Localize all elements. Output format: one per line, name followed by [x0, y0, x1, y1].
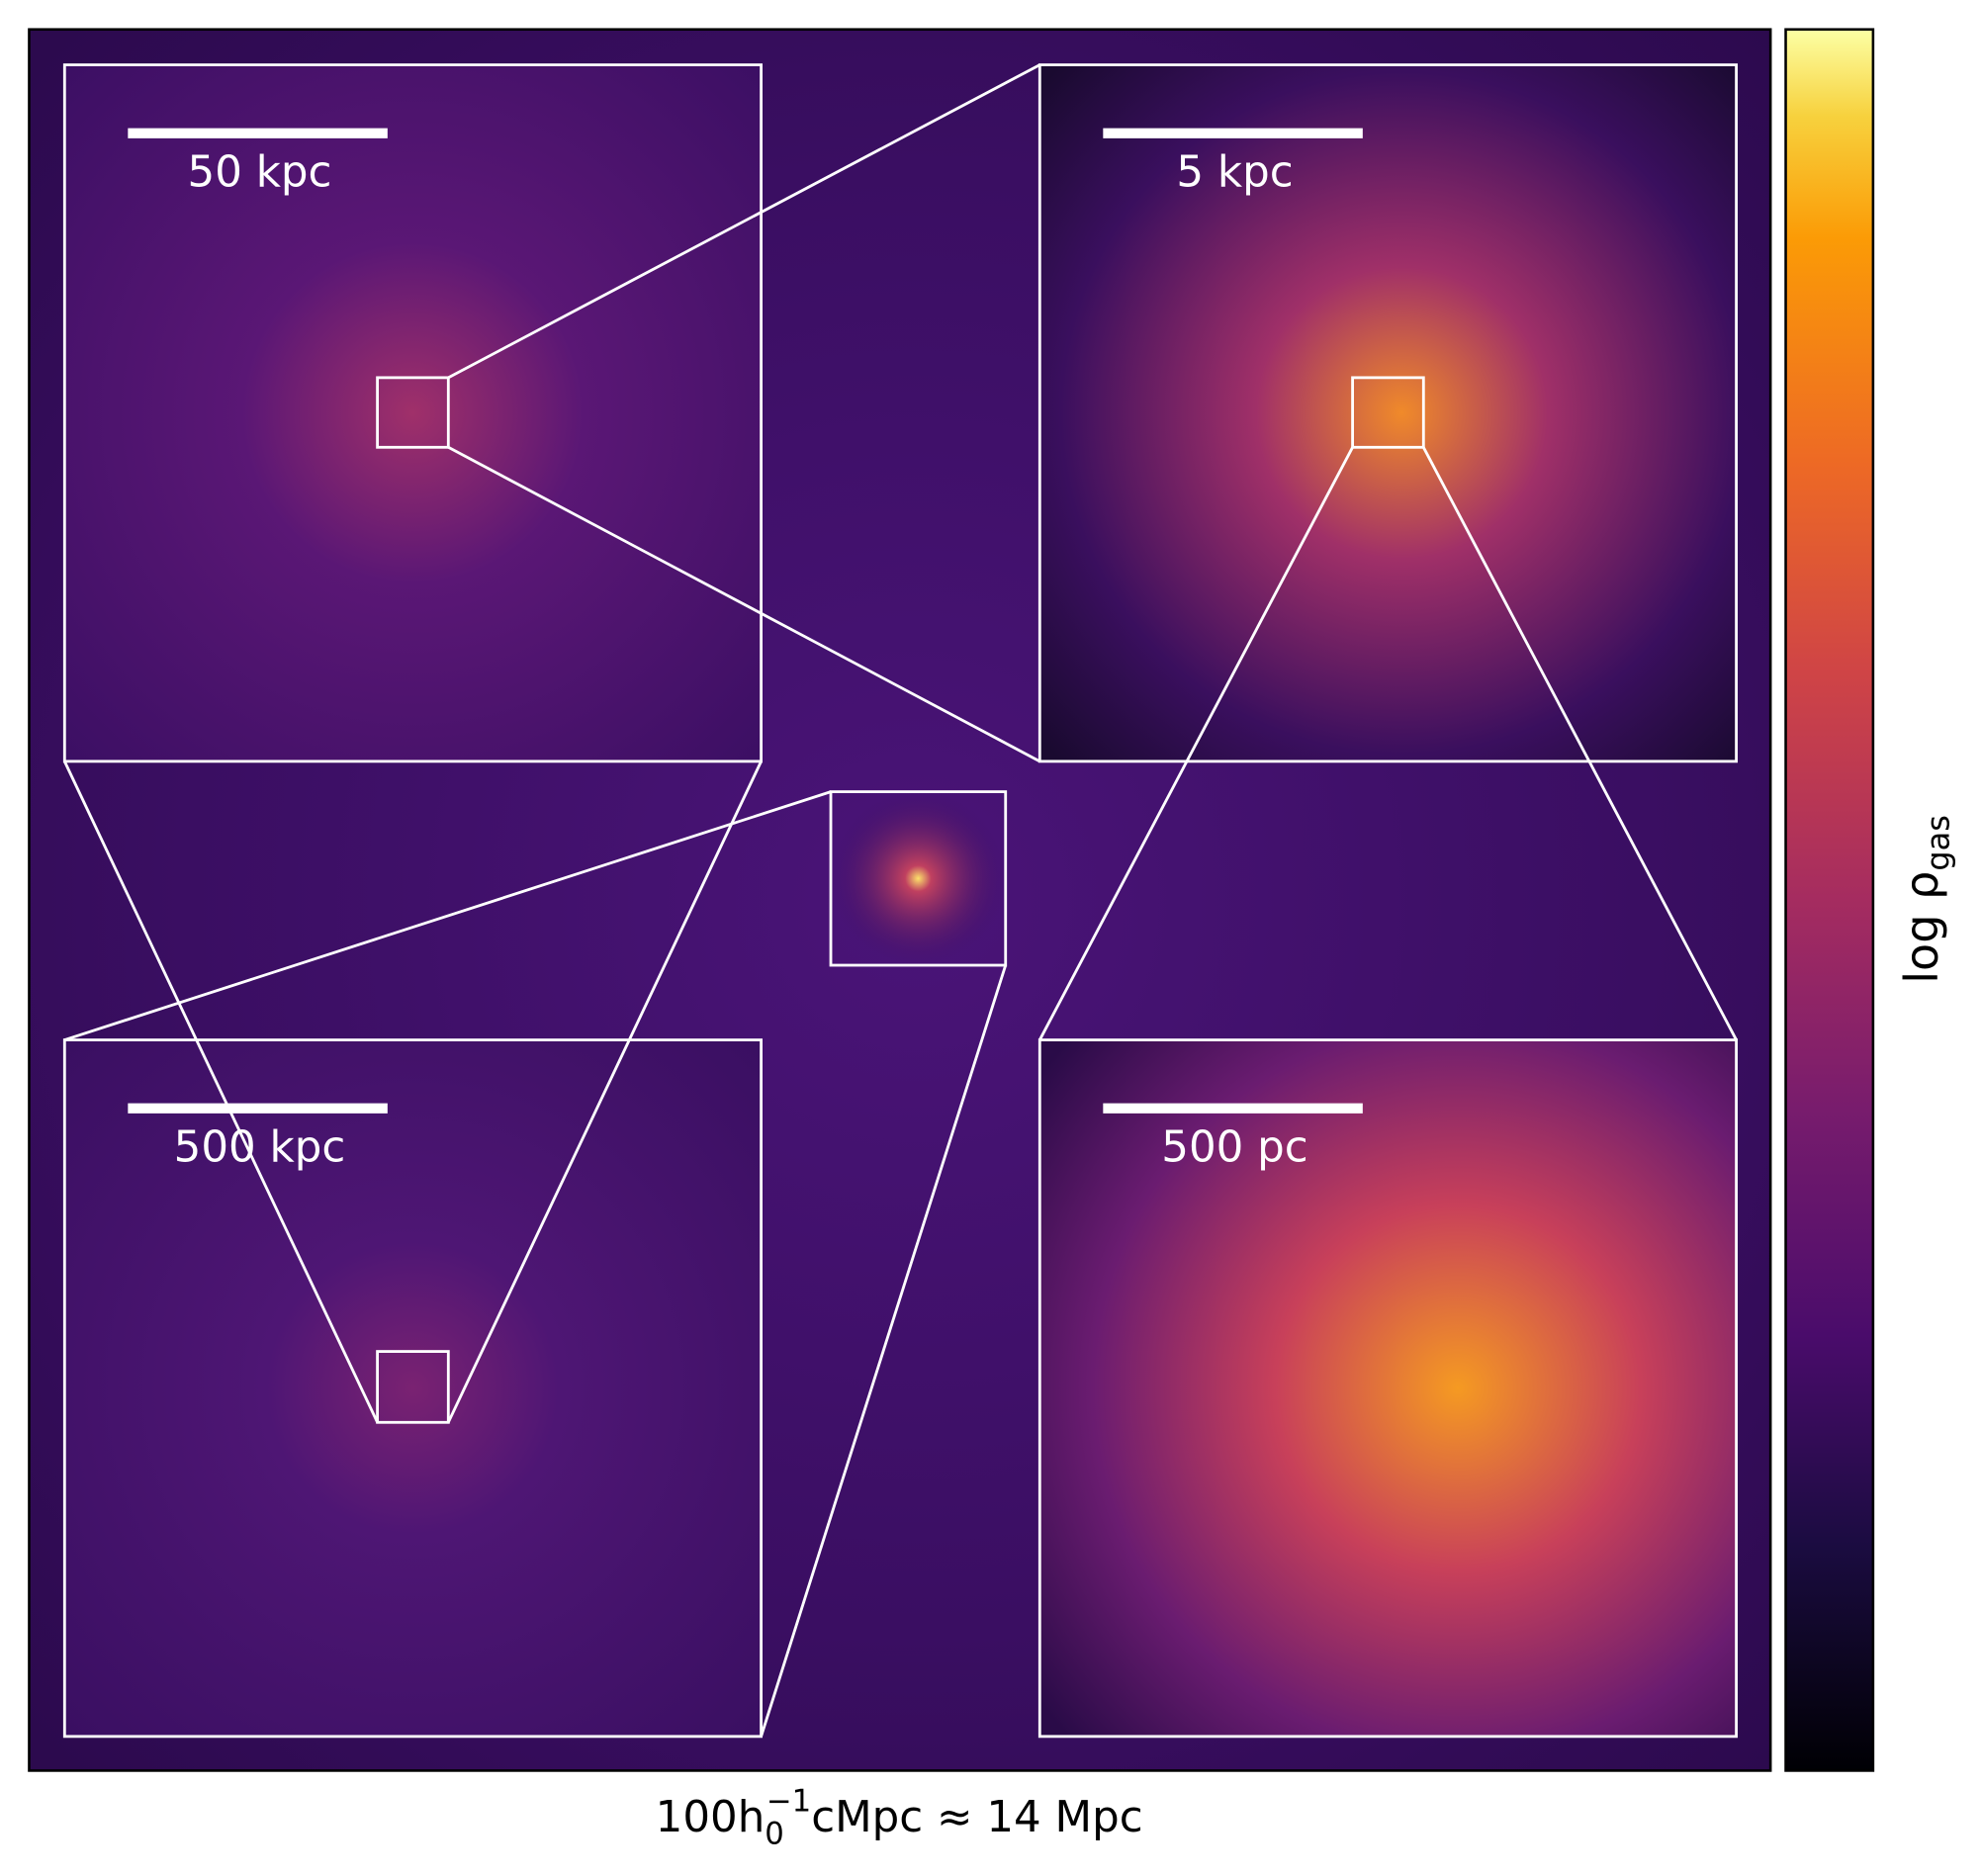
- inset-image: [64, 64, 762, 761]
- scale-label: 5 kpc: [1176, 148, 1293, 198]
- colorbar-label: log ρgas: [1895, 815, 1957, 984]
- inset-image: [64, 1039, 762, 1737]
- inset-image: [1039, 1039, 1737, 1737]
- scale-bars: [128, 128, 1363, 1114]
- center-glow: [831, 791, 1006, 966]
- colorbar-label-sub: gas: [1920, 815, 1957, 871]
- caption: 100h0−1cMpc ≈ 14 Mpc: [656, 1783, 1143, 1851]
- colorbar-label-main: log ρ: [1895, 871, 1948, 984]
- inset-image: [1039, 64, 1737, 761]
- caption-rest: cMpc ≈ 14 Mpc: [811, 1793, 1142, 1842]
- caption-sup: −1: [766, 1783, 811, 1819]
- colorbar: [1784, 28, 1875, 1772]
- zoom-frames: [62, 63, 1738, 1739]
- caption-sub: 0: [765, 1817, 784, 1852]
- scale-label: 500 pc: [1161, 1123, 1307, 1173]
- scale-label: 50 kpc: [188, 148, 332, 198]
- scale-label: 500 kpc: [174, 1123, 346, 1173]
- caption-main: 100h: [656, 1793, 766, 1842]
